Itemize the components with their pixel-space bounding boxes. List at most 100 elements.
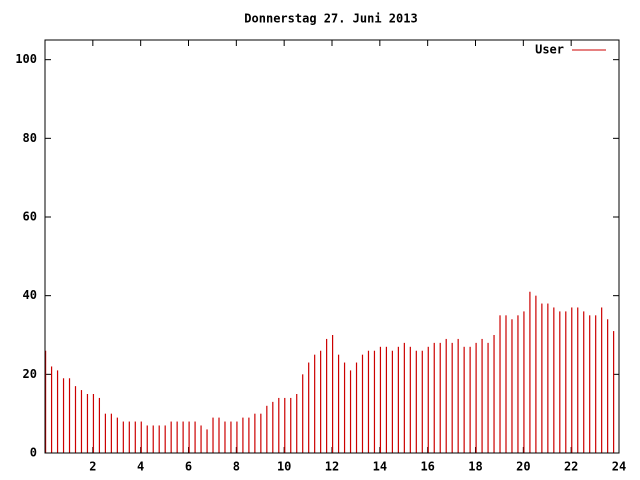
x-tick-label: 4	[137, 460, 144, 474]
impulse	[50, 366, 53, 453]
x-tick-label: 20	[516, 460, 530, 474]
impulse	[62, 378, 65, 453]
impulse	[397, 346, 399, 453]
x-tick-label: 2	[89, 460, 96, 474]
impulse	[517, 315, 519, 453]
impulse	[475, 342, 477, 453]
impulse	[355, 362, 358, 453]
impulse	[188, 421, 190, 453]
impulse	[134, 421, 136, 453]
impulse	[80, 390, 83, 453]
impulse	[45, 350, 47, 453]
impulse	[104, 413, 106, 453]
impulse	[68, 378, 71, 453]
x-tick-label: 10	[277, 460, 291, 474]
x-tick-label: 22	[564, 460, 578, 474]
y-tick-label: 20	[23, 367, 37, 381]
x-tick-label: 24	[612, 460, 626, 474]
impulse	[535, 295, 537, 453]
y-tick-label: 0	[30, 446, 37, 460]
impulse	[320, 350, 322, 453]
impulse	[170, 421, 172, 453]
impulse	[242, 417, 244, 453]
impulse	[98, 397, 101, 453]
impulse	[290, 397, 292, 453]
impulse	[403, 342, 405, 453]
impulse	[361, 354, 364, 453]
x-tick-label: 12	[325, 460, 339, 474]
impulse	[373, 350, 376, 453]
impulse	[248, 417, 250, 453]
impulse	[176, 421, 178, 453]
impulse	[451, 342, 453, 453]
plot-frame	[44, 39, 620, 454]
impulse	[74, 386, 77, 453]
impulse	[421, 350, 423, 453]
y-tick-label: 100	[15, 52, 37, 66]
impulse	[349, 370, 352, 453]
impulse	[110, 413, 112, 453]
impulse	[601, 307, 603, 453]
impulse	[272, 401, 274, 453]
x-tick-label: 8	[233, 460, 240, 474]
impulse	[266, 405, 268, 453]
impulse	[439, 342, 441, 453]
impulse	[224, 421, 226, 453]
impulse	[469, 346, 471, 453]
y-tick-label: 80	[23, 131, 37, 145]
legend-label: User	[535, 43, 564, 57]
impulse	[553, 307, 555, 453]
impulse	[302, 374, 304, 453]
impulse	[92, 394, 95, 453]
impulse	[128, 421, 130, 453]
impulse	[56, 370, 59, 453]
impulse	[308, 362, 310, 453]
impulse	[505, 315, 507, 453]
impulse	[499, 315, 501, 453]
x-tick-label: 6	[185, 460, 192, 474]
impulse	[565, 311, 567, 453]
impulse	[571, 307, 573, 453]
impulse	[529, 291, 531, 453]
impulse	[212, 417, 214, 453]
impulse	[367, 350, 370, 453]
impulse	[116, 417, 118, 453]
impulse	[326, 338, 328, 453]
impulse	[164, 425, 166, 453]
impulse	[559, 311, 561, 453]
impulse	[607, 319, 609, 453]
impulse	[613, 331, 615, 453]
impulse	[511, 319, 513, 453]
impulse	[152, 425, 154, 453]
impulse	[284, 397, 286, 453]
impulse	[457, 338, 459, 453]
impulse	[409, 346, 411, 453]
impulse	[595, 315, 597, 453]
impulse	[200, 425, 202, 453]
impulse	[194, 421, 196, 453]
y-tick-label: 60	[23, 210, 37, 224]
impulse	[541, 303, 543, 453]
impulse	[206, 429, 208, 453]
chart-title: Donnerstag 27. Juni 2013	[244, 12, 417, 26]
impulse	[236, 421, 238, 453]
impulse	[260, 413, 262, 453]
impulse	[140, 421, 142, 453]
impulse	[487, 342, 489, 453]
impulse	[463, 346, 465, 453]
impulse	[230, 421, 232, 453]
y-tick-label: 40	[23, 288, 37, 302]
impulse	[493, 335, 495, 453]
impulse	[415, 350, 417, 453]
impulse	[589, 315, 591, 453]
impulse	[332, 335, 334, 453]
x-tick-label: 16	[420, 460, 434, 474]
impulse	[86, 394, 89, 453]
impulse	[391, 350, 393, 453]
impulse	[337, 354, 340, 453]
impulse	[547, 303, 549, 453]
impulse	[122, 421, 124, 453]
